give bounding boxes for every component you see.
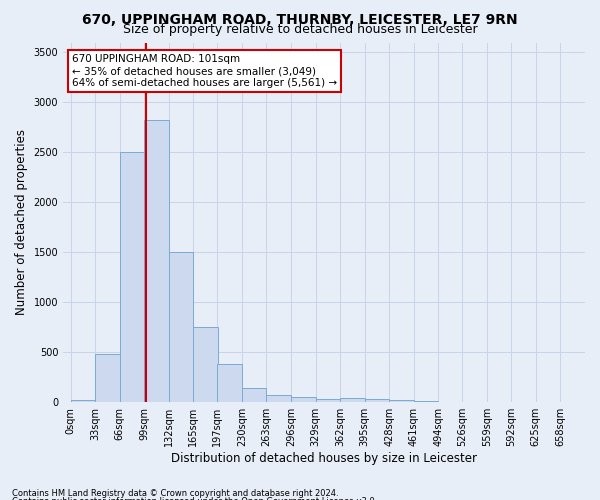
Text: 670 UPPINGHAM ROAD: 101sqm
← 35% of detached houses are smaller (3,049)
64% of s: 670 UPPINGHAM ROAD: 101sqm ← 35% of deta…	[72, 54, 337, 88]
Y-axis label: Number of detached properties: Number of detached properties	[15, 130, 28, 316]
Bar	[169, 252, 193, 402]
Bar	[266, 394, 291, 402]
Text: 670, UPPINGHAM ROAD, THURNBY, LEICESTER, LE7 9RN: 670, UPPINGHAM ROAD, THURNBY, LEICESTER,…	[82, 12, 518, 26]
Bar	[193, 328, 218, 402]
Bar	[217, 364, 242, 402]
Text: Contains HM Land Registry data © Crown copyright and database right 2024.: Contains HM Land Registry data © Crown c…	[12, 488, 338, 498]
Text: Contains public sector information licensed under the Open Government Licence v3: Contains public sector information licen…	[12, 497, 377, 500]
Text: Size of property relative to detached houses in Leicester: Size of property relative to detached ho…	[122, 22, 478, 36]
Bar	[71, 400, 95, 402]
Bar	[242, 388, 266, 402]
Bar	[95, 354, 120, 402]
X-axis label: Distribution of detached houses by size in Leicester: Distribution of detached houses by size …	[171, 452, 477, 465]
Bar	[291, 396, 316, 402]
Bar	[145, 120, 169, 402]
Bar	[316, 399, 340, 402]
Bar	[120, 152, 145, 402]
Bar	[340, 398, 365, 402]
Bar	[389, 400, 414, 402]
Bar	[365, 399, 389, 402]
